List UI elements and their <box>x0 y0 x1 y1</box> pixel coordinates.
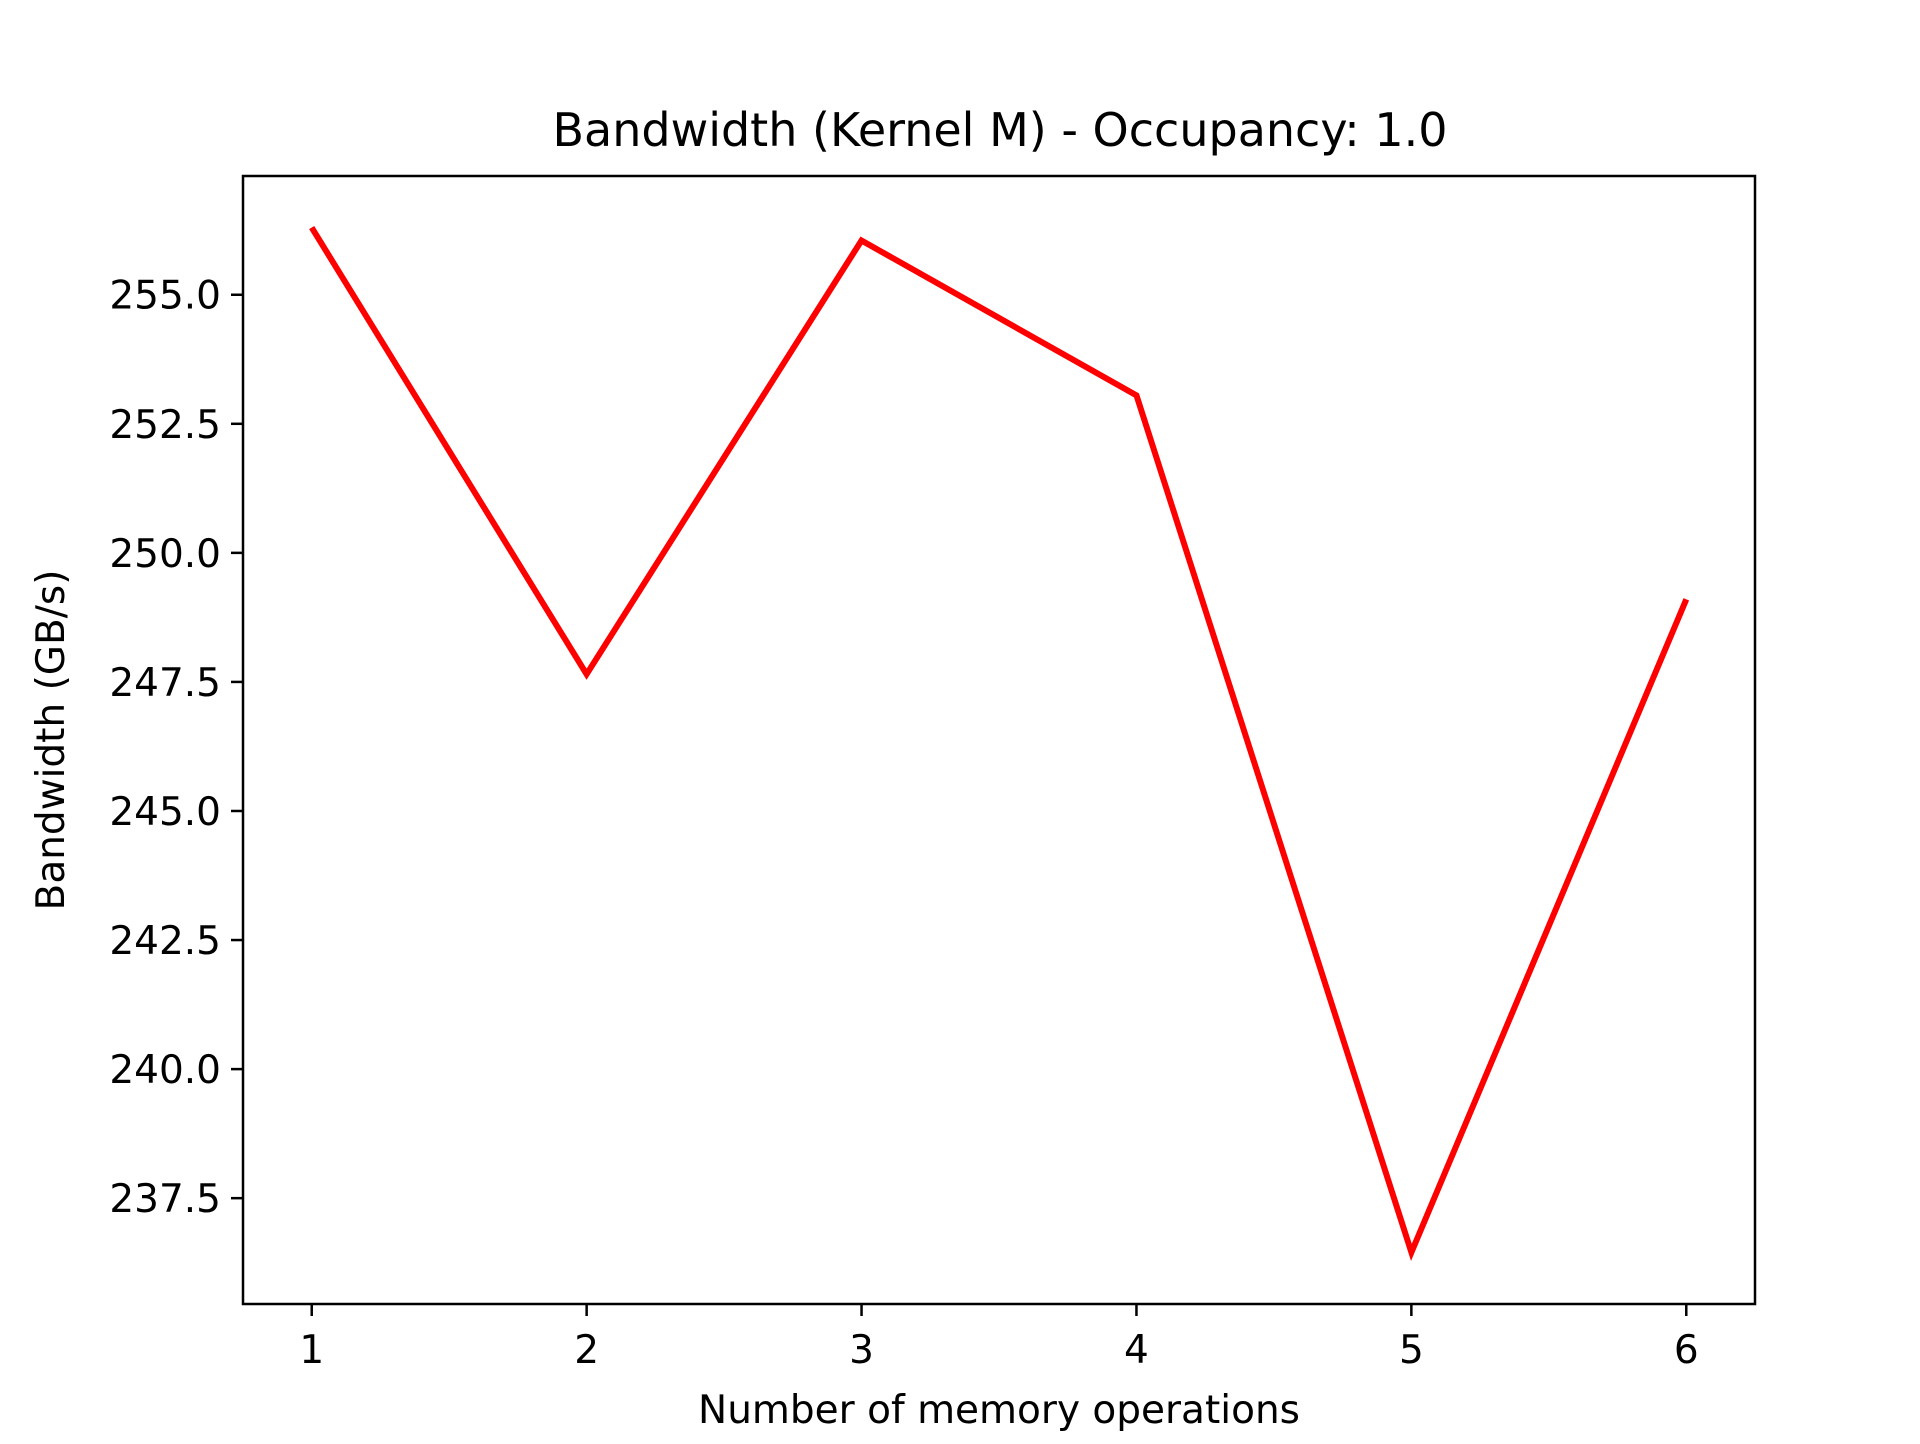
data-point <box>586 674 587 675</box>
y-tick-label: 245.0 <box>109 790 221 835</box>
y-axis-ticks: 237.5 240.0 242.5 245.0 247.5 250.0 252.5 255.0 <box>109 274 243 1222</box>
x-axis-label: Number of memory operations <box>698 1388 1300 1433</box>
x-tick-label: 2 <box>574 1328 599 1373</box>
y-tick-label: 255.0 <box>109 274 221 319</box>
x-tick-label: 5 <box>1399 1328 1424 1373</box>
data-point <box>1686 599 1687 600</box>
plot-area-frame <box>241 174 1757 1306</box>
y-tick-label: 247.5 <box>109 661 221 706</box>
x-tick-label: 6 <box>1674 1328 1699 1373</box>
y-tick-label: 237.5 <box>109 1177 221 1222</box>
y-tick-label: 250.0 <box>109 532 221 577</box>
y-tick-label: 240.0 <box>109 1048 221 1093</box>
y-axis-label: Bandwidth (GB/s) <box>29 570 74 911</box>
x-tick-label: 1 <box>299 1328 324 1373</box>
chart-title: Bandwidth (Kernel M) - Occupancy: 1.0 <box>552 103 1447 157</box>
x-tick-label: 4 <box>1124 1328 1149 1373</box>
data-point <box>311 227 312 228</box>
x-axis-ticks: 1 2 3 4 5 6 <box>299 1304 1699 1373</box>
y-tick-label: 252.5 <box>109 403 221 448</box>
data-point <box>861 240 862 241</box>
series-lines <box>309 226 1690 1262</box>
y-tick-label: 242.5 <box>109 919 221 964</box>
series-line-0 <box>309 226 1690 1262</box>
data-point <box>1411 1252 1412 1253</box>
data-point <box>1136 395 1137 396</box>
x-tick-label: 3 <box>849 1328 874 1373</box>
